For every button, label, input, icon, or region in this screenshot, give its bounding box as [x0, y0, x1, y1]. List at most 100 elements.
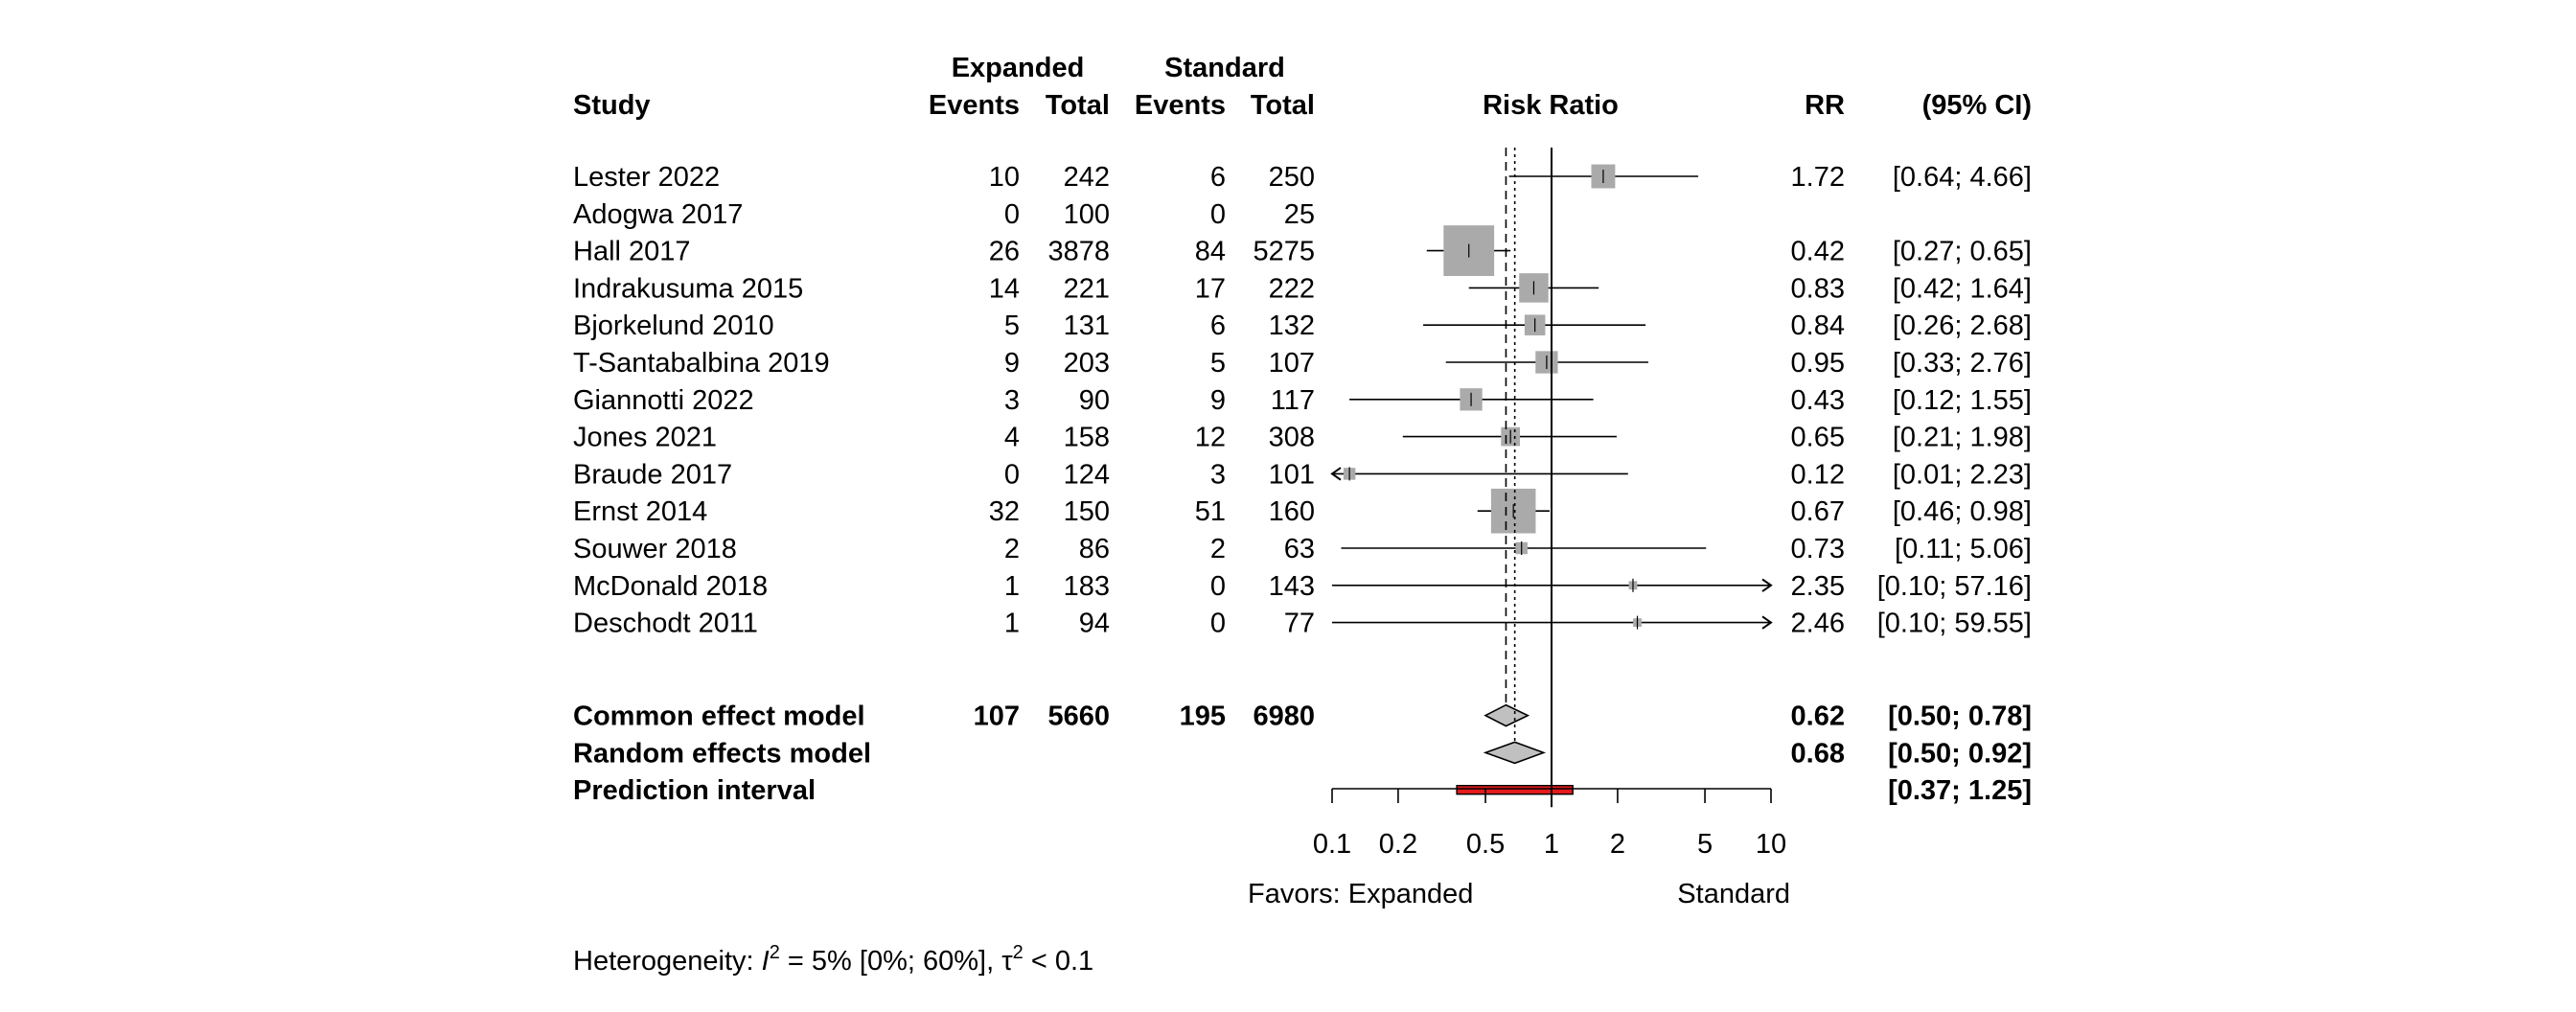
forest-rows: Lester 2022 10 242 6 250 1.72 [0.64; 4.66]Adog…	[573, 162, 2032, 806]
events-standard: 9	[1210, 385, 1226, 416]
total-standard: 101	[1269, 459, 1315, 490]
total-standard: 63	[1284, 534, 1315, 564]
events-expanded: 14	[989, 273, 1020, 304]
header-group1: Expanded	[952, 53, 1085, 83]
rr-value: 0.42	[1791, 237, 1845, 267]
header-ci: (95% CI)	[1922, 90, 2032, 121]
study-name: Adogwa 2017	[573, 199, 743, 230]
x-tick-label: 2	[1610, 829, 1625, 860]
total-standard: 132	[1269, 310, 1315, 341]
events-standard: 12	[1195, 423, 1226, 453]
header-plot: Risk Ratio	[1483, 90, 1619, 121]
summary-name: Random effects model	[573, 738, 871, 769]
summary-rr: 0.62	[1791, 702, 1845, 732]
total-expanded: 203	[1064, 348, 1110, 379]
events-expanded: 0	[1004, 459, 1020, 490]
total-expanded: 3878	[1047, 237, 1110, 267]
heterogeneity-i2: = 5% [0%; 60%],	[780, 946, 1001, 977]
header-total-1: Total	[1046, 90, 1110, 121]
events-expanded: 3	[1004, 385, 1020, 416]
tau-superscript: 2	[1013, 942, 1024, 963]
study-name: McDonald 2018	[573, 571, 768, 602]
i2-symbol: I	[762, 946, 770, 977]
study-name: Indrakusuma 2015	[573, 273, 803, 304]
total-standard: 5275	[1253, 237, 1315, 267]
summary-ci: [0.50; 0.78]	[1888, 702, 2032, 732]
study-name: Lester 2022	[573, 162, 720, 193]
events-expanded: 1	[1004, 609, 1020, 639]
header-group2: Standard	[1164, 53, 1285, 83]
events-standard: 0	[1210, 609, 1226, 639]
total-standard: 107	[1269, 348, 1315, 379]
x-tick-label: 0.1	[1313, 829, 1351, 860]
total-expanded: 221	[1064, 273, 1110, 304]
events-expanded: 32	[989, 496, 1020, 527]
events-expanded: 1	[1004, 571, 1020, 602]
study-name: Deschodt 2011	[573, 609, 758, 639]
total-standard: 308	[1269, 423, 1315, 453]
study-name: Jones 2021	[573, 423, 717, 453]
heterogeneity-text: Heterogeneity: I2 = 5% [0%; 60%], τ2 < 0…	[573, 942, 1093, 977]
total-standard: 160	[1269, 496, 1315, 527]
total-standard: 117	[1271, 385, 1315, 416]
ci-value: [0.42; 1.64]	[1893, 273, 2032, 304]
summary-ci: [0.50; 0.92]	[1888, 738, 2032, 769]
study-name: Ernst 2014	[573, 496, 707, 527]
random-effects-diamond	[1483, 741, 1547, 765]
study-name: Hall 2017	[573, 237, 691, 267]
total-standard: 25	[1284, 199, 1315, 230]
ci-value: [0.26; 2.68]	[1893, 310, 2032, 341]
ci-value: [0.33; 2.76]	[1893, 348, 2032, 379]
rr-value: 0.65	[1791, 423, 1845, 453]
x-tick-label: 5	[1697, 829, 1713, 860]
x-tick-label: 0.5	[1466, 829, 1505, 860]
rr-value: 0.67	[1791, 496, 1845, 527]
i2-superscript: 2	[770, 942, 780, 963]
rr-value: 0.83	[1791, 273, 1845, 304]
study-name: Souwer 2018	[573, 534, 737, 564]
total-expanded: 94	[1079, 609, 1110, 639]
ci-value: [0.27; 0.65]	[1893, 237, 2032, 267]
header-total-2: Total	[1251, 90, 1315, 121]
total-expanded: 90	[1079, 385, 1110, 416]
events-expanded: 10	[989, 162, 1020, 193]
study-name: Giannotti 2022	[573, 385, 754, 416]
total-expanded: 131	[1064, 310, 1110, 341]
prediction-bar	[1456, 785, 1574, 795]
events-standard: 0	[1210, 199, 1226, 230]
axis-label-right: Standard	[1677, 879, 1790, 909]
study-name: Braude 2017	[573, 459, 732, 490]
ci-arrow-right	[1761, 615, 1773, 630]
rr-value: 0.43	[1791, 385, 1845, 416]
events-standard: 6	[1210, 310, 1226, 341]
common-effect-diamond	[1484, 703, 1530, 727]
x-tick-label: 10	[1756, 829, 1786, 860]
events-standard: 5	[1210, 348, 1226, 379]
rr-value: 2.46	[1791, 609, 1845, 639]
total-expanded: 150	[1064, 496, 1110, 527]
forest-plot-area: 0.1 0.2 0.5 1 2 5 10	[1313, 148, 1786, 860]
ci-value: [0.21; 1.98]	[1893, 423, 2032, 453]
total-expanded: 124	[1064, 459, 1110, 490]
total-expanded: 183	[1064, 571, 1110, 602]
ci-value: [0.12; 1.55]	[1893, 385, 2032, 416]
rr-value: 0.95	[1791, 348, 1845, 379]
events-expanded: 4	[1004, 423, 1020, 453]
ci-value: [0.01; 2.23]	[1893, 459, 2032, 490]
x-tick-label: 0.2	[1379, 829, 1417, 860]
header-events-2: Events	[1135, 90, 1226, 121]
summary-total-expanded: 5660	[1047, 702, 1110, 732]
prediction-ci: [0.37; 1.25]	[1888, 775, 2032, 806]
events-expanded: 2	[1004, 534, 1020, 564]
total-standard: 77	[1284, 609, 1315, 639]
summary-total-standard: 6980	[1253, 702, 1315, 732]
study-name: Bjorkelund 2010	[573, 310, 774, 341]
total-standard: 250	[1269, 162, 1315, 193]
events-standard: 3	[1210, 459, 1226, 490]
heterogeneity-tau: < 0.1	[1024, 946, 1093, 977]
prediction-name: Prediction interval	[573, 775, 816, 806]
events-standard: 2	[1210, 534, 1226, 564]
total-expanded: 86	[1079, 534, 1110, 564]
ci-value: [0.46; 0.98]	[1893, 496, 2032, 527]
